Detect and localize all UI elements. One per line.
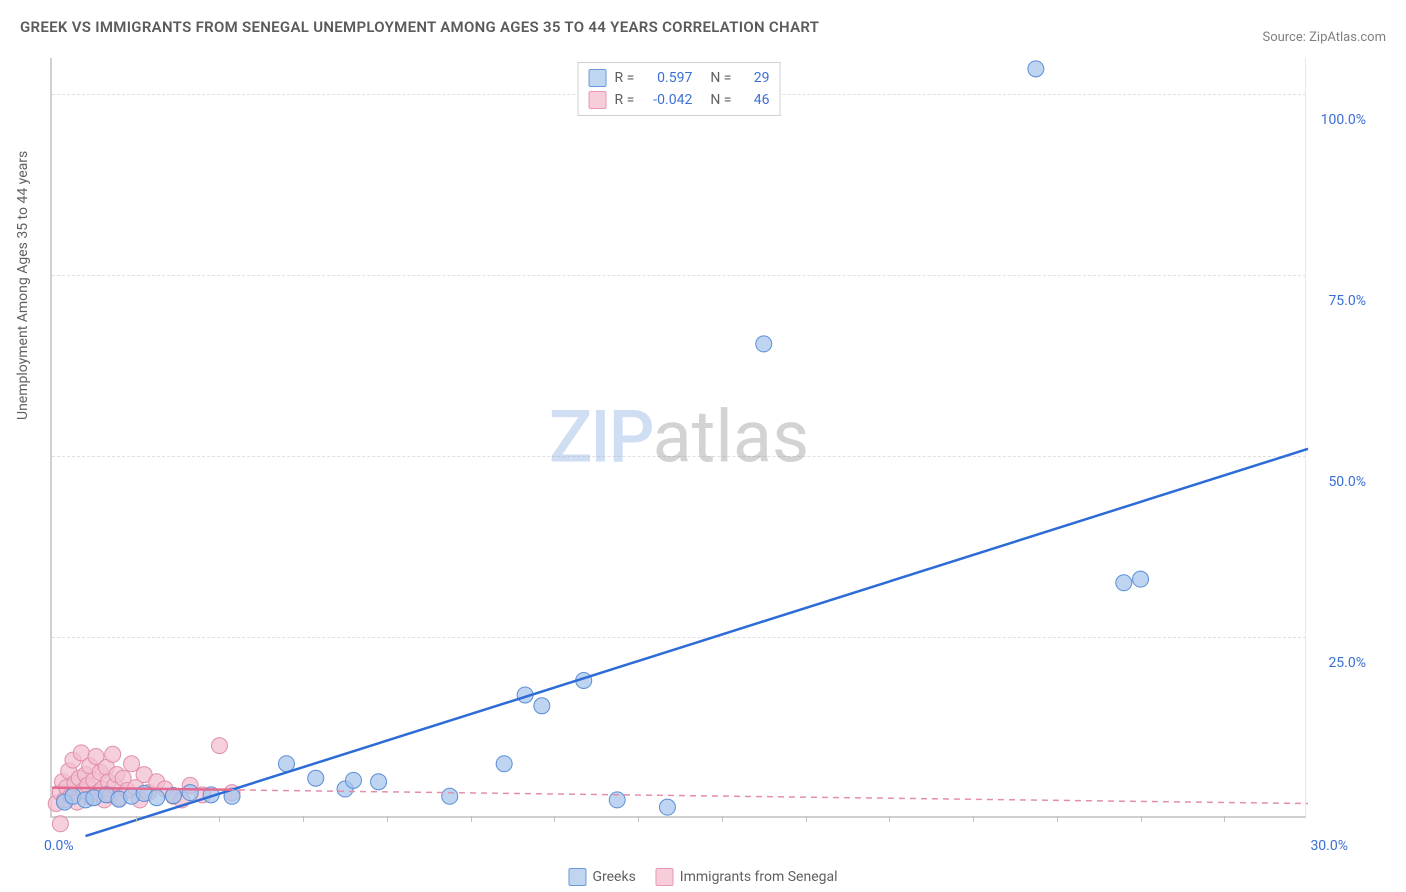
plot-area: 25.0%50.0%75.0%100.0% ZIPatlas R = 0.597… [50, 58, 1306, 818]
y-tick-label: 50.0% [1328, 474, 1366, 490]
x-tick-max: 30.0% [1310, 838, 1348, 854]
y-tick-label: 100.0% [1321, 112, 1366, 128]
data-point [1116, 575, 1132, 591]
legend-item-greeks: Greeks [568, 868, 635, 886]
data-point [278, 756, 294, 772]
data-point [534, 698, 550, 714]
data-point [756, 336, 772, 352]
data-point [182, 785, 198, 801]
legend-label-greeks: Greeks [592, 869, 635, 885]
scatter-svg [52, 58, 1306, 816]
data-point [1028, 61, 1044, 77]
source-attribution: Source: ZipAtlas.com [1262, 30, 1386, 45]
series-legend: Greeks Immigrants from Senegal [568, 868, 837, 886]
y-axis-label: Unemployment Among Ages 35 to 44 years [15, 151, 31, 420]
x-minor-tick [1141, 816, 1142, 822]
x-minor-tick [1224, 816, 1225, 822]
data-point [496, 756, 512, 772]
x-minor-tick [638, 816, 639, 822]
chart-title: GREEK VS IMMIGRANTS FROM SENEGAL UNEMPLO… [20, 18, 819, 36]
x-minor-tick [722, 816, 723, 822]
swatch-senegal-icon [656, 868, 674, 886]
data-point [52, 816, 68, 832]
y-tick-label: 25.0% [1328, 655, 1366, 671]
data-point [149, 790, 165, 806]
data-point [1133, 571, 1149, 587]
x-minor-tick [387, 816, 388, 822]
data-point [442, 788, 458, 804]
data-point [211, 738, 227, 754]
y-tick-label: 75.0% [1328, 293, 1366, 309]
data-point [124, 756, 140, 772]
data-point [345, 772, 361, 788]
data-point [308, 770, 324, 786]
legend-item-senegal: Immigrants from Senegal [656, 868, 838, 886]
data-point [371, 774, 387, 790]
x-minor-tick [889, 816, 890, 822]
trend-line [85, 449, 1308, 836]
legend-label-senegal: Immigrants from Senegal [680, 869, 838, 885]
x-minor-tick [136, 816, 137, 822]
swatch-greeks-icon [568, 868, 586, 886]
data-point [105, 746, 121, 762]
x-minor-tick [973, 816, 974, 822]
x-minor-tick [1057, 816, 1058, 822]
x-tick-min: 0.0% [44, 838, 74, 854]
data-point [659, 799, 675, 815]
x-minor-tick [806, 816, 807, 822]
x-minor-tick [471, 816, 472, 822]
x-minor-tick [219, 816, 220, 822]
x-minor-tick [303, 816, 304, 822]
x-minor-tick [554, 816, 555, 822]
